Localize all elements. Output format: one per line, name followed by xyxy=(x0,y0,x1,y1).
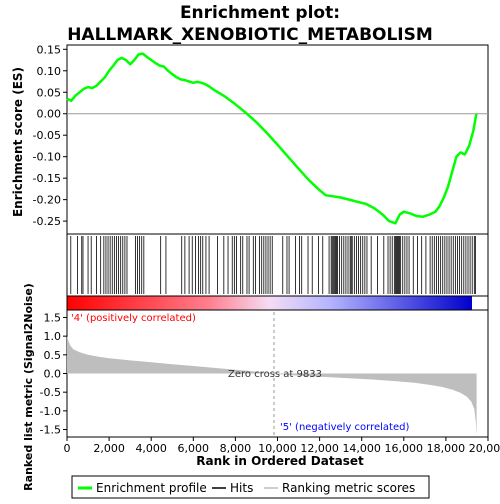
es-y-tick-label: -0.05 xyxy=(33,129,61,142)
metric-y-tick-label: -1.0 xyxy=(40,405,61,418)
es-y-tick-label: -0.25 xyxy=(33,215,61,228)
positive-correlation-label: '4' (positively correlated) xyxy=(71,313,196,324)
x-tick-label: 0 xyxy=(64,442,71,455)
zero-cross-label: Zero cross at 9833 xyxy=(228,369,322,380)
es-y-tick-label: -0.10 xyxy=(33,151,61,164)
chart-title-line-2: HALLMARK_XENOBIOTIC_METABOLISM xyxy=(67,25,433,45)
legend-box xyxy=(71,475,430,499)
es-y-tick-label: 0.15 xyxy=(37,43,62,56)
legend-label-enrichment: Enrichment profile xyxy=(96,481,207,495)
x-axis-label: Rank in Ordered Dataset xyxy=(196,454,364,468)
es-y-tick-label: -0.20 xyxy=(33,194,61,207)
es-panel-frame xyxy=(66,44,489,235)
enrichment-profile-line xyxy=(66,52,478,225)
x-tick-label: 6,000 xyxy=(178,442,210,455)
x-tick-label: 8,000 xyxy=(220,442,252,455)
metric-y-tick-label: -1.5 xyxy=(40,424,61,437)
legend-label-hits: Hits xyxy=(230,481,253,495)
metric-y-tick-label: 0.0 xyxy=(44,368,62,381)
correlation-color-band xyxy=(67,296,472,310)
x-tick-label: 10,000 xyxy=(258,442,297,455)
x-tick-label: 12,000 xyxy=(300,442,339,455)
legend-label-ranking: Ranking metric scores xyxy=(282,481,415,495)
chart-title-line-1: Enrichment plot: xyxy=(180,3,340,23)
x-tick-label: 14,000 xyxy=(342,442,381,455)
x-tick-label: 18,000 xyxy=(427,442,466,455)
x-tick-label: 16,000 xyxy=(385,442,424,455)
metric-y-tick-label: 1.0 xyxy=(44,330,62,343)
es-y-tick-label: 0.10 xyxy=(37,65,62,78)
negative-correlation-label: '5' (negatively correlated) xyxy=(280,422,409,433)
metric-y-tick-label: 1.5 xyxy=(44,311,62,324)
es-y-tick-label: -0.15 xyxy=(33,172,61,185)
metric-y-tick-label: -0.5 xyxy=(40,386,61,399)
x-tick-label: 4,000 xyxy=(135,442,167,455)
es-y-tick-label: 0.00 xyxy=(37,108,62,121)
x-tick-label: 20,000 xyxy=(469,442,500,455)
x-tick-label: 2,000 xyxy=(93,442,125,455)
es-y-tick-label: 0.05 xyxy=(37,86,62,99)
metric-y-tick-label: 0.5 xyxy=(44,349,62,362)
hits-panel-frame xyxy=(66,233,489,297)
metric-y-axis-label: Ranked list metric (Signal2Noise) xyxy=(22,283,35,491)
es-y-axis-label: Enrichment score (ES) xyxy=(11,67,25,217)
